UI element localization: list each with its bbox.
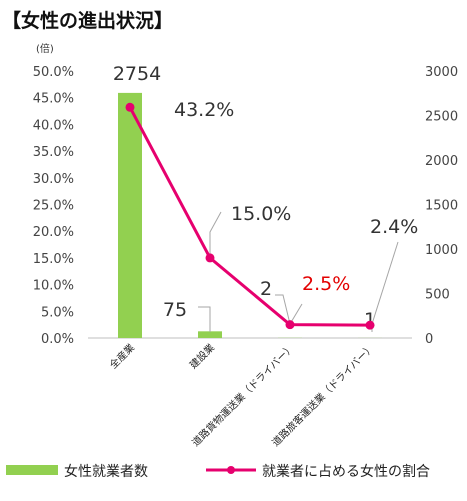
ratio-value-label: 43.2% (174, 99, 234, 121)
legend-label-line: 就業者に占める女性の割合 (262, 463, 430, 480)
legend-swatch-bar (6, 465, 58, 475)
bar-value-label: 2754 (113, 63, 161, 85)
right-tick-label: 0 (425, 332, 433, 347)
category-label: 建設業 (187, 341, 217, 371)
ratio-point (125, 102, 135, 112)
right-axis-ticks: 3000 2500 2000 1500 1000 500 0 (425, 65, 458, 347)
left-tick-label: 25.0% (33, 199, 74, 214)
right-tick-label: 2000 (425, 154, 458, 169)
left-tick-label: 10.0% (33, 279, 74, 294)
left-tick-label: 30.0% (33, 172, 74, 187)
left-tick-label: 35.0% (33, 145, 74, 160)
category-label: 全産業 (107, 341, 137, 371)
ratio-point (205, 253, 215, 263)
left-tick-label: 5.0% (41, 305, 74, 320)
left-axis-unit: (倍) (36, 42, 54, 55)
leader-line (209, 211, 222, 258)
bar (118, 92, 142, 338)
left-tick-label: 45.0% (33, 92, 74, 107)
left-tick-label: 15.0% (33, 252, 74, 267)
left-axis-ticks: 50.0% 45.0% 40.0% 35.0% 30.0% 25.0% 20.0% 15.0%… (33, 65, 74, 347)
ratio-line (128, 106, 371, 327)
ratio-value-label: 2.5% (302, 273, 350, 295)
left-tick-label: 0.0% (41, 332, 74, 347)
right-tick-label: 3000 (425, 65, 458, 80)
ratio-value-label: 2.4% (370, 216, 418, 238)
bar-value-label: 2 (260, 278, 272, 300)
leader-line (371, 241, 399, 325)
line-labels: 43.2% 15.0% 2.5% 2.4% (174, 99, 418, 295)
right-tick-label: 500 (425, 288, 450, 303)
left-tick-label: 20.0% (33, 225, 74, 240)
ratio-point (365, 320, 375, 330)
bar (198, 331, 222, 338)
legend-marker-line (227, 466, 235, 474)
leader-line (275, 294, 291, 325)
left-tick-label: 50.0% (33, 65, 74, 80)
ratio-value-label: 15.0% (231, 203, 291, 225)
right-tick-label: 2500 (425, 110, 458, 125)
left-tick-label: 40.0% (33, 118, 74, 133)
ratio-point (285, 320, 295, 330)
right-tick-label: 1000 (425, 243, 458, 258)
line-series (125, 102, 375, 330)
bars (118, 92, 382, 338)
leader-line (198, 306, 211, 332)
legend: 女性就業者数 就業者に占める女性の割合 (6, 463, 430, 480)
chart-title: 【女性の進出状況】 (2, 9, 173, 32)
legend-label-bar: 女性就業者数 (64, 463, 148, 480)
bar-value-label: 75 (163, 299, 187, 321)
right-tick-label: 1500 (425, 199, 458, 214)
